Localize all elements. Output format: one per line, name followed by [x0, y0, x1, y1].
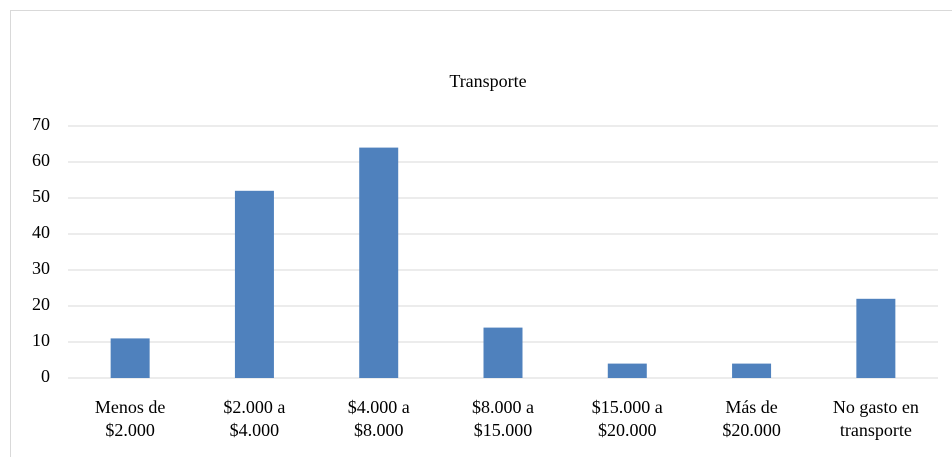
x-tick-label: No gasto en transporte [832, 397, 919, 440]
bar [732, 363, 772, 378]
y-tick-label: 50 [32, 186, 50, 206]
bar [234, 190, 274, 378]
x-tick-label: $8.000 a $15.000 [472, 397, 534, 440]
x-tick-label: Más de $20.000 [722, 397, 781, 440]
x-tick-label: $2.000 a $4.000 [223, 397, 286, 440]
bar [607, 363, 647, 378]
x-tick-label: Menos de $2.000 [94, 397, 166, 440]
x-tick-label: $4.000 a $8.000 [347, 397, 410, 440]
x-tick-label: $15.000 a $20.000 [591, 397, 663, 440]
y-tick-label: 40 [32, 222, 50, 242]
y-tick-label: 10 [32, 330, 50, 350]
y-tick-label: 60 [32, 150, 50, 170]
bar [483, 327, 523, 378]
y-tick-label: 70 [32, 114, 50, 134]
bar [110, 338, 150, 378]
chart-title: Transporte [449, 71, 526, 91]
y-tick-label: 0 [41, 366, 50, 386]
chart-frame [10, 10, 952, 457]
y-tick-label: 30 [32, 258, 50, 278]
bar [856, 298, 896, 378]
bar [359, 147, 399, 378]
y-tick-label: 20 [32, 294, 50, 314]
